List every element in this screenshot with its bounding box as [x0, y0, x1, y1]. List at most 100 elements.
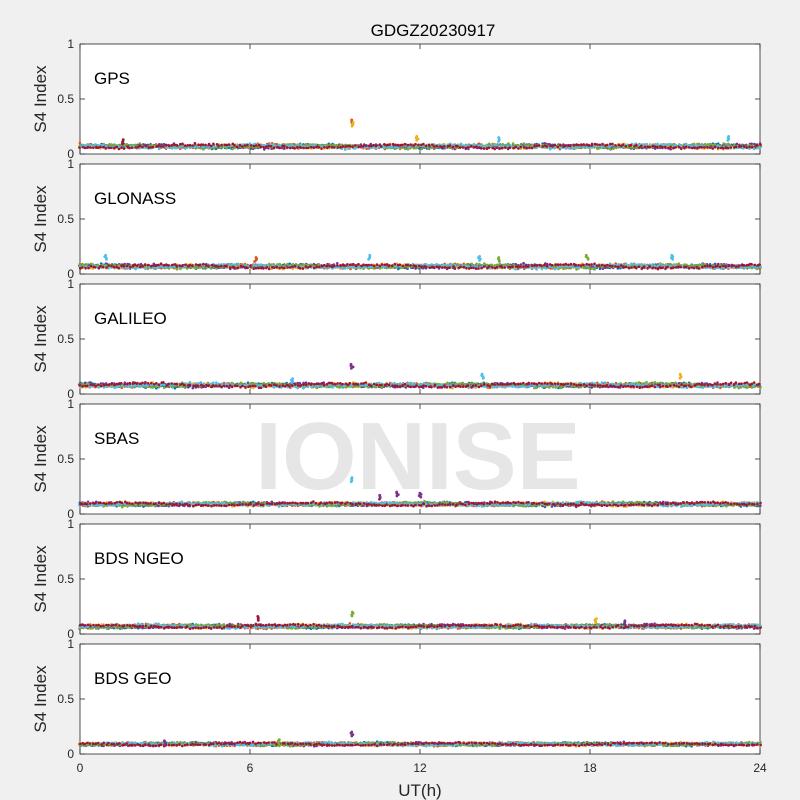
- data-point: [354, 264, 358, 268]
- data-point: [385, 263, 389, 266]
- data-point: [217, 265, 220, 268]
- data-point: [491, 142, 494, 146]
- data-point: [181, 145, 184, 148]
- data-point: [382, 146, 386, 150]
- y-tick-label: 0.5: [57, 212, 74, 226]
- data-point: [550, 264, 554, 267]
- data-point: [587, 144, 591, 147]
- data-point: [627, 146, 630, 150]
- data-point: [157, 266, 160, 269]
- data-point: [519, 265, 522, 268]
- data-point: [427, 264, 431, 267]
- data-point: [748, 145, 751, 149]
- data-point: [611, 142, 614, 146]
- data-point: [590, 386, 593, 389]
- data-point: [598, 146, 601, 150]
- data-point: [517, 147, 520, 150]
- data-point: [241, 143, 244, 146]
- data-point: [298, 145, 302, 149]
- data-point: [737, 265, 740, 268]
- data-point: [535, 144, 539, 148]
- data-point: [179, 267, 182, 271]
- data-point: [217, 144, 220, 148]
- data-point: [374, 147, 378, 150]
- data-point: [117, 266, 121, 270]
- data-point: [196, 146, 199, 149]
- data-point: [643, 263, 646, 266]
- data-point: [490, 263, 494, 267]
- data-point: [485, 144, 488, 147]
- data-point: [696, 263, 699, 267]
- data-point: [388, 143, 391, 146]
- scatter-series-group: [78, 253, 762, 271]
- data-point: [462, 144, 465, 147]
- data-point: [134, 267, 137, 271]
- data-point: [487, 146, 491, 150]
- data-point: [671, 266, 675, 270]
- data-point: [674, 146, 677, 149]
- data-point: [543, 263, 546, 267]
- data-point: [117, 147, 121, 151]
- data-point: [590, 144, 594, 147]
- data-point: [275, 265, 279, 269]
- data-point: [608, 145, 611, 149]
- data-point: [167, 264, 170, 267]
- data-point: [711, 266, 715, 269]
- data-point: [202, 145, 205, 149]
- data-point: [78, 262, 82, 266]
- data-point: [525, 144, 528, 147]
- data-point: [104, 144, 108, 148]
- data-point: [479, 146, 483, 150]
- data-point: [267, 144, 271, 148]
- data-point: [504, 146, 507, 149]
- data-point: [348, 145, 352, 148]
- data-point: [682, 146, 685, 149]
- data-point: [367, 257, 370, 261]
- data-point: [695, 144, 698, 147]
- data-point: [346, 144, 350, 148]
- data-point: [362, 263, 365, 267]
- data-point: [420, 147, 424, 151]
- data-point: [283, 147, 286, 150]
- data-point: [122, 265, 126, 268]
- data-point: [335, 143, 339, 147]
- data-point: [225, 143, 229, 147]
- data-point: [637, 381, 641, 384]
- data-point: [198, 263, 202, 267]
- data-point: [603, 264, 607, 268]
- data-point: [537, 144, 541, 147]
- panel-background: [79, 163, 761, 275]
- data-point: [679, 265, 682, 269]
- data-point: [549, 144, 552, 148]
- data-point: [204, 143, 207, 147]
- data-point: [454, 382, 458, 385]
- data-point: [159, 265, 163, 268]
- data-point: [414, 267, 417, 270]
- data-point: [545, 145, 549, 148]
- data-point: [207, 264, 210, 268]
- data-point: [446, 264, 450, 267]
- data-point: [164, 144, 168, 147]
- data-point: [78, 146, 81, 149]
- data-point: [634, 266, 638, 269]
- data-point: [352, 262, 355, 266]
- data-point: [212, 142, 215, 146]
- data-point: [210, 144, 213, 148]
- data-point: [684, 265, 688, 269]
- data-point: [497, 140, 500, 143]
- data-point: [703, 142, 707, 146]
- data-point: [196, 266, 199, 270]
- data-point: [178, 146, 182, 149]
- data-point: [379, 145, 383, 148]
- data-point: [378, 264, 382, 268]
- data-point: [372, 143, 375, 147]
- data-point: [462, 265, 466, 269]
- data-point: [209, 267, 213, 270]
- data-point: [443, 145, 446, 148]
- panel-background: [79, 43, 761, 155]
- data-point: [285, 146, 289, 149]
- data-point: [135, 264, 139, 267]
- data-point: [587, 263, 591, 267]
- data-point: [317, 146, 321, 149]
- data-point: [556, 145, 560, 149]
